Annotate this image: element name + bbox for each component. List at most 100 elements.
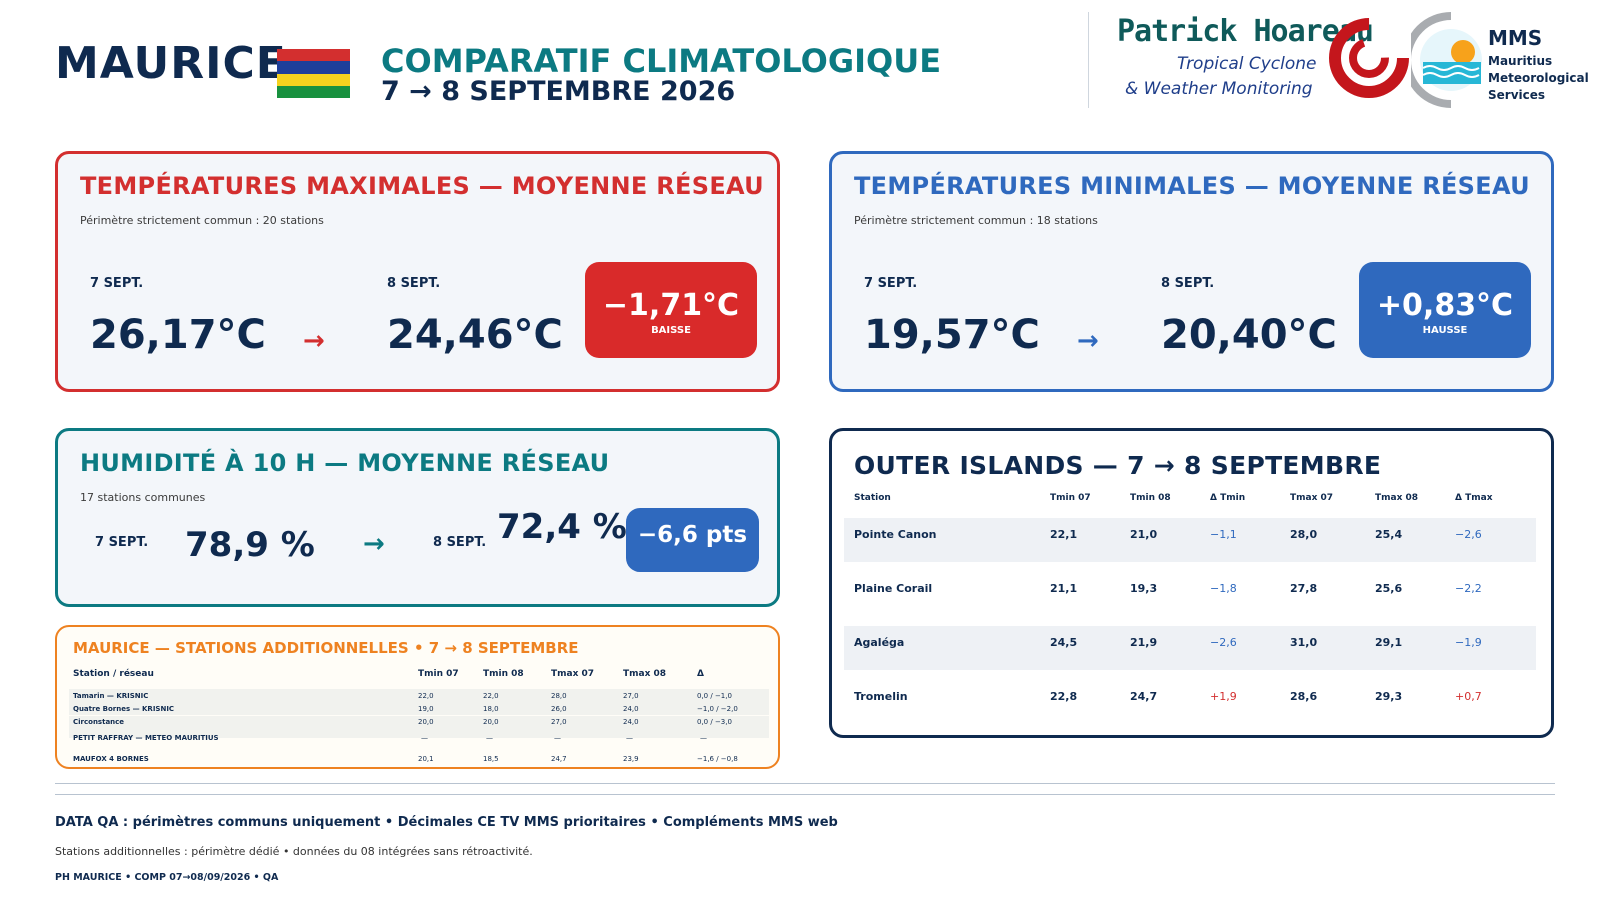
table-cell: Agaléga bbox=[854, 636, 905, 649]
table-cell: — bbox=[486, 734, 493, 742]
table-cell: +0,7 bbox=[1455, 690, 1482, 703]
tmin-day2-value: 20,40°C bbox=[1161, 312, 1337, 358]
footer-credit: PH MAURICE • COMP 07→08/09/2026 • QA bbox=[55, 872, 279, 883]
tmax-day2-label: 8 SEPT. bbox=[387, 276, 441, 291]
mauritius-flag bbox=[277, 49, 350, 98]
table-cell: 29,3 bbox=[1375, 690, 1403, 703]
table-row: Agaléga 24,5 21,9 −2,6 31,0 29,1 −1,9 bbox=[844, 626, 1536, 670]
table-row: Pointe Canon 22,1 21,0 −1,1 28,0 25,4 −2… bbox=[844, 518, 1536, 562]
tmax-note: Périmètre strictement commun : 20 statio… bbox=[80, 214, 324, 227]
table-cell: 28,0 bbox=[1290, 528, 1318, 541]
table-cell: 27,8 bbox=[1290, 582, 1318, 595]
logo-name: Patrick Hoareau bbox=[1117, 14, 1374, 49]
table-cell: 19,0 bbox=[418, 705, 434, 713]
table-cell: −2,2 bbox=[1455, 582, 1482, 595]
table-cell: Pointe Canon bbox=[854, 528, 937, 541]
table-cell: 22,8 bbox=[1050, 690, 1078, 703]
table-cell: Tromelin bbox=[854, 690, 908, 703]
table-cell: 0,0 / −1,0 bbox=[697, 692, 732, 700]
table-cell: Tamarin — KRISNIC bbox=[73, 692, 149, 700]
humidity-day2-label: 8 SEPT. bbox=[433, 535, 487, 550]
humidity-delta-badge: −6,6 pts bbox=[626, 508, 759, 572]
outer-islands-panel: OUTER ISLANDS — 7 → 8 SEPTEMBRE Station … bbox=[829, 428, 1554, 738]
table-cell: — bbox=[700, 734, 707, 742]
add-col-tmin07: Tmin 07 bbox=[418, 669, 459, 679]
tmax-title: TEMPÉRATURES MAXIMALES — MOYENNE RÉSEAU bbox=[80, 172, 764, 200]
outer-col-dtmin: Δ Tmin bbox=[1210, 493, 1246, 503]
table-cell: PETIT RAFFRAY — METEO MAURITIUS bbox=[73, 734, 219, 742]
table-cell: 20,0 bbox=[418, 718, 434, 726]
table-cell: 24,0 bbox=[623, 718, 639, 726]
additional-stations-panel: MAURICE — STATIONS ADDITIONNELLES • 7 → … bbox=[55, 625, 780, 769]
outer-islands-title: OUTER ISLANDS — 7 → 8 SEPTEMBRE bbox=[854, 451, 1382, 480]
tmax-day2-value: 24,46°C bbox=[387, 312, 563, 358]
tmin-arrow-icon: → bbox=[1077, 326, 1099, 356]
header-dates: 7 → 8 SEPTEMBRE 2026 bbox=[381, 76, 736, 107]
table-cell: 28,6 bbox=[1290, 690, 1318, 703]
add-col-delta: Δ bbox=[697, 669, 704, 679]
footer-divider bbox=[55, 794, 1555, 795]
table-cell: 25,6 bbox=[1375, 582, 1403, 595]
mms-name-line-2: Meteorological bbox=[1488, 71, 1589, 85]
humidity-arrow-icon: → bbox=[363, 529, 385, 559]
table-cell: −1,1 bbox=[1210, 528, 1237, 541]
logo-tagline-1: Tropical Cyclone bbox=[1177, 54, 1317, 74]
table-cell: Quatre Bornes — KRISNIC bbox=[73, 705, 175, 713]
mms-name-line-3: Services bbox=[1488, 88, 1546, 102]
outer-col-tmin07: Tmin 07 bbox=[1050, 493, 1091, 503]
tmin-day1-label: 7 SEPT. bbox=[864, 276, 918, 291]
table-row: Plaine Corail 21,1 19,3 −1,8 27,8 25,6 −… bbox=[844, 572, 1536, 616]
tmax-day1-label: 7 SEPT. bbox=[90, 276, 144, 291]
humidity-day1-label: 7 SEPT. bbox=[95, 535, 149, 550]
table-cell: 27,0 bbox=[551, 718, 567, 726]
table-cell: 24,7 bbox=[551, 755, 567, 763]
table-cell: 21,0 bbox=[1130, 528, 1158, 541]
tmin-note: Périmètre strictement commun : 18 statio… bbox=[854, 214, 1098, 227]
humidity-day2-value: 72,4 % bbox=[497, 507, 627, 547]
table-cell: 24,0 bbox=[623, 705, 639, 713]
table-row: Circonstance 20,0 20,0 27,0 24,0 0,0 / −… bbox=[69, 716, 769, 742]
table-cell: 27,0 bbox=[623, 692, 639, 700]
table-cell: 26,0 bbox=[551, 705, 567, 713]
mms-name-line-1: Mauritius bbox=[1488, 54, 1553, 68]
add-col-tmin08: Tmin 08 bbox=[483, 669, 524, 679]
add-col-tmax07: Tmax 07 bbox=[551, 669, 595, 679]
table-cell: 20,1 bbox=[418, 755, 434, 763]
table-cell: — bbox=[626, 734, 633, 742]
humidity-panel: HUMIDITÉ À 10 H — MOYENNE RÉSEAU 17 stat… bbox=[55, 428, 780, 607]
tmin-delta-value: +0,83°C bbox=[1376, 288, 1514, 323]
table-cell: 0,0 / −3,0 bbox=[697, 718, 732, 726]
table-cell: 25,4 bbox=[1375, 528, 1403, 541]
outer-col-dtmax: Δ Tmax bbox=[1455, 493, 1493, 503]
header-subtitle: COMPARATIF CLIMATOLOGIQUE bbox=[381, 42, 942, 80]
tmin-day1-value: 19,57°C bbox=[864, 312, 1040, 358]
tmax-delta-badge: −1,71°C BAISSE bbox=[585, 262, 757, 358]
footer-qa-note: DATA QA : périmètres communs uniquement … bbox=[55, 815, 838, 830]
tmax-day1-value: 26,17°C bbox=[90, 312, 266, 358]
tmin-delta-badge: +0,83°C HAUSSE bbox=[1359, 262, 1531, 358]
table-cell: −2,6 bbox=[1210, 636, 1237, 649]
mms-logo-icon bbox=[1411, 12, 1482, 108]
table-cell: 21,9 bbox=[1130, 636, 1158, 649]
tmin-title: TEMPÉRATURES MINIMALES — MOYENNE RÉSEAU bbox=[854, 172, 1530, 200]
humidity-day1-value: 78,9 % bbox=[185, 525, 315, 565]
footer-stations-note: Stations additionnelles : périmètre dédi… bbox=[55, 845, 533, 858]
page-title: MAURICE bbox=[55, 38, 287, 89]
tmin-day2-label: 8 SEPT. bbox=[1161, 276, 1215, 291]
table-cell: 24,7 bbox=[1130, 690, 1158, 703]
table-cell: 23,9 bbox=[623, 755, 639, 763]
table-cell: 21,1 bbox=[1050, 582, 1078, 595]
outer-col-tmax07: Tmax 07 bbox=[1290, 493, 1334, 503]
table-cell: −1,6 / −0,8 bbox=[697, 755, 738, 763]
tmax-delta-label: BAISSE bbox=[651, 325, 691, 336]
tmax-panel: TEMPÉRATURES MAXIMALES — MOYENNE RÉSEAU … bbox=[55, 151, 780, 392]
table-cell: 28,0 bbox=[551, 692, 567, 700]
table-cell: 18,0 bbox=[483, 705, 499, 713]
additional-stations-title: MAURICE — STATIONS ADDITIONNELLES • 7 → … bbox=[73, 639, 579, 657]
tmin-delta-label: HAUSSE bbox=[1422, 325, 1468, 336]
table-cell: 22,0 bbox=[418, 692, 434, 700]
logo-tagline-2: & Weather Monitoring bbox=[1125, 79, 1313, 99]
table-cell: +1,9 bbox=[1210, 690, 1237, 703]
table-cell: 18,5 bbox=[483, 755, 499, 763]
table-cell: 22,1 bbox=[1050, 528, 1078, 541]
